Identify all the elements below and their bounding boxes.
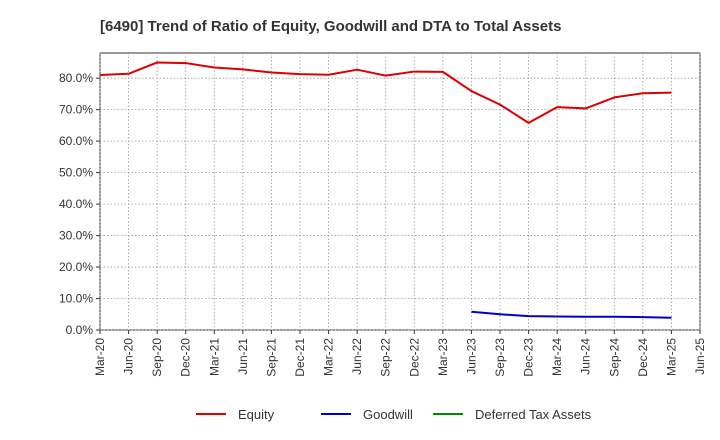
x-tick-label: Mar-20 <box>93 338 107 376</box>
x-tick-label: Mar-24 <box>550 338 564 376</box>
legend-label: Equity <box>238 407 275 422</box>
y-tick-label: 10.0% <box>59 292 93 306</box>
legend-item-deferred-tax-assets: Deferred Tax Assets <box>433 407 592 422</box>
plot-area <box>99 52 701 331</box>
y-tick-label: 20.0% <box>59 260 93 274</box>
x-tick-label: Mar-21 <box>207 338 221 376</box>
x-tick-label: Jun-20 <box>122 338 136 375</box>
x-tick-label: Sep-23 <box>493 338 507 377</box>
series-line-goodwill <box>471 310 672 319</box>
legend: Equity Goodwill Deferred Tax Assets <box>196 407 592 422</box>
x-tick-label: Dec-23 <box>522 338 536 377</box>
y-tick-label: 50.0% <box>59 166 93 180</box>
y-tick-label: 70.0% <box>59 103 93 117</box>
legend-label: Deferred Tax Assets <box>475 407 592 422</box>
x-tick-label: Jun-23 <box>464 338 478 375</box>
chart-title: [6490] Trend of Ratio of Equity, Goodwil… <box>100 18 561 35</box>
y-axis: 0.0% 10.0% 20.0% 30.0% 40.0% 50.0% 60.0% 70.0% 8… <box>59 71 100 337</box>
x-tick-label: Mar-25 <box>664 338 678 376</box>
legend-label: Goodwill <box>363 407 413 422</box>
x-tick-label: Sep-21 <box>264 338 278 377</box>
x-tick-label: Dec-21 <box>293 338 307 377</box>
x-tick-label: Sep-20 <box>150 338 164 377</box>
x-tick-label: Jun-24 <box>579 338 593 375</box>
series-lines <box>99 61 672 319</box>
legend-item-goodwill: Goodwill <box>321 407 413 422</box>
x-tick-label: Sep-24 <box>607 338 621 377</box>
y-tick-label: 40.0% <box>59 197 93 211</box>
x-tick-label: Jun-22 <box>350 338 364 375</box>
x-axis: Mar-20 Jun-20 Sep-20 Dec-20 Mar-21 Jun-21 Sep-… <box>93 330 707 377</box>
y-tick-label: 30.0% <box>59 229 93 243</box>
x-tick-label: Jun-25 <box>693 338 707 375</box>
x-tick-label: Jun-21 <box>236 338 250 375</box>
x-tick-label: Dec-24 <box>636 338 650 377</box>
series-line-equity <box>99 61 672 124</box>
x-tick-label: Mar-22 <box>322 338 336 376</box>
y-tick-label: 60.0% <box>59 134 93 148</box>
legend-item-equity: Equity <box>196 407 275 422</box>
x-tick-label: Dec-22 <box>407 338 421 377</box>
x-tick-label: Dec-20 <box>179 338 193 377</box>
y-tick-label: 0.0% <box>66 323 94 337</box>
x-tick-label: Sep-22 <box>379 338 393 377</box>
y-tick-label: 80.0% <box>59 71 93 85</box>
x-tick-label: Mar-23 <box>436 338 450 376</box>
grid <box>99 53 701 331</box>
